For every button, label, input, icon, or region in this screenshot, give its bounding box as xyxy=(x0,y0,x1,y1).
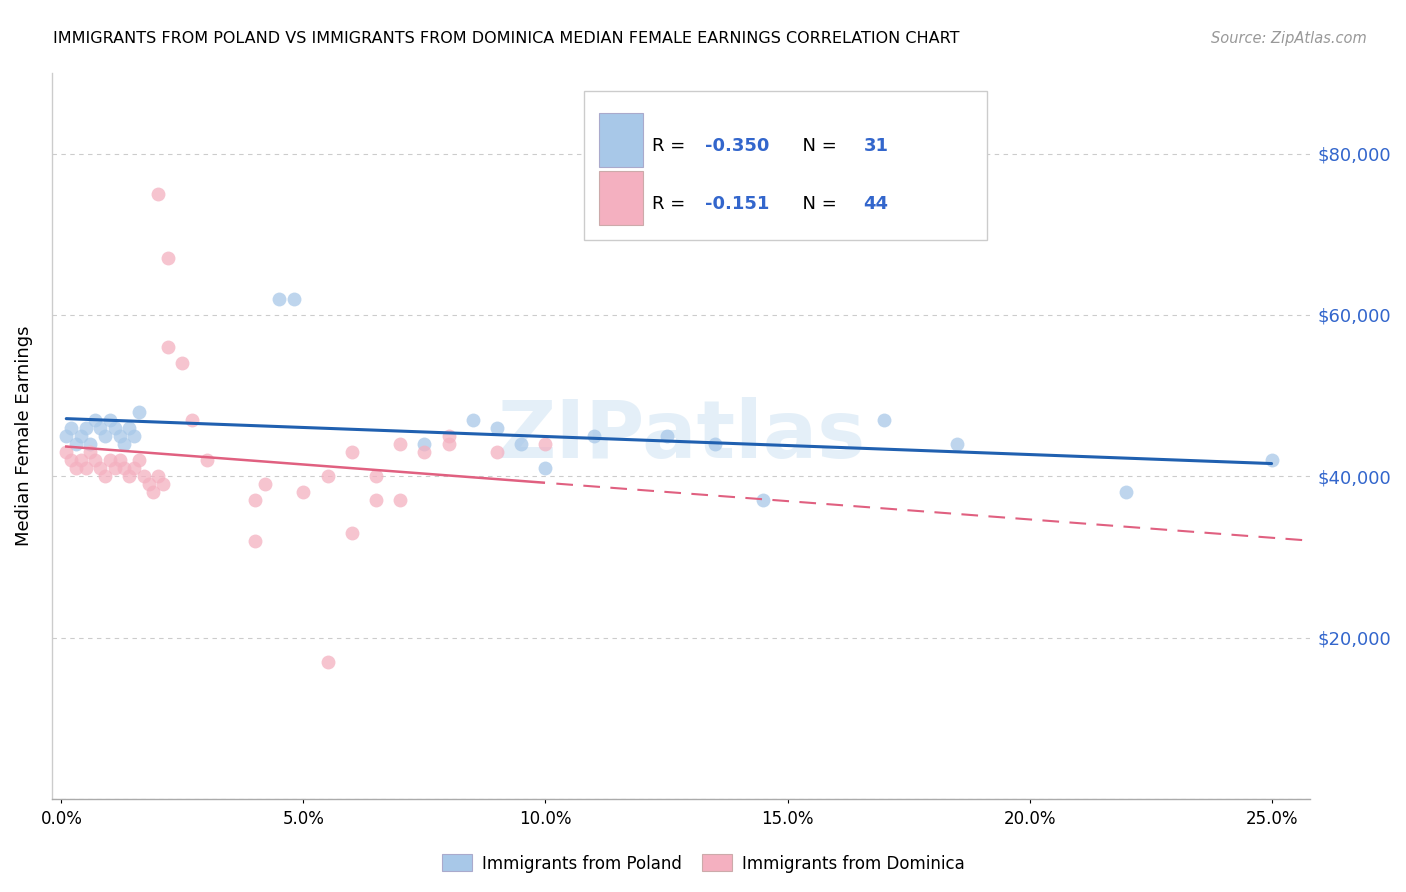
Point xyxy=(152,477,174,491)
Point xyxy=(148,469,170,483)
Point xyxy=(486,421,509,435)
Point xyxy=(122,461,145,475)
Text: 31: 31 xyxy=(863,136,889,154)
Point xyxy=(65,437,87,451)
Point xyxy=(437,429,460,443)
Point xyxy=(60,421,83,435)
Point xyxy=(243,533,266,548)
Text: IMMIGRANTS FROM POLAND VS IMMIGRANTS FROM DOMINICA MEDIAN FEMALE EARNINGS CORREL: IMMIGRANTS FROM POLAND VS IMMIGRANTS FRO… xyxy=(53,31,960,46)
Point xyxy=(534,461,557,475)
Point xyxy=(98,413,121,427)
Point xyxy=(156,252,179,266)
Point xyxy=(118,421,141,435)
Point xyxy=(316,469,339,483)
Point xyxy=(752,493,775,508)
Point xyxy=(253,477,276,491)
Point xyxy=(75,461,97,475)
Point xyxy=(142,485,165,500)
Point xyxy=(148,186,170,201)
Point xyxy=(104,461,127,475)
Point xyxy=(112,437,135,451)
Point xyxy=(340,525,363,540)
FancyBboxPatch shape xyxy=(599,113,644,168)
Point xyxy=(98,453,121,467)
Point xyxy=(181,413,204,427)
Point xyxy=(132,469,155,483)
Text: R =: R = xyxy=(652,136,692,154)
Point xyxy=(75,421,97,435)
Point xyxy=(104,421,127,435)
Text: Source: ZipAtlas.com: Source: ZipAtlas.com xyxy=(1211,31,1367,46)
Text: -0.350: -0.350 xyxy=(704,136,769,154)
Point xyxy=(364,493,387,508)
Text: N =: N = xyxy=(790,194,842,212)
Point xyxy=(243,493,266,508)
Point xyxy=(108,429,131,443)
Point xyxy=(79,437,101,451)
Text: R =: R = xyxy=(652,194,692,212)
Point xyxy=(112,461,135,475)
Point xyxy=(340,445,363,459)
Text: 44: 44 xyxy=(863,194,889,212)
Point xyxy=(94,469,117,483)
Point xyxy=(122,429,145,443)
Point xyxy=(1260,453,1282,467)
Point xyxy=(1115,485,1137,500)
Point xyxy=(60,453,83,467)
Point xyxy=(128,405,150,419)
Y-axis label: Median Female Earnings: Median Female Earnings xyxy=(15,326,32,546)
Point xyxy=(703,437,725,451)
Point xyxy=(389,493,412,508)
FancyBboxPatch shape xyxy=(583,91,987,240)
Point xyxy=(55,429,77,443)
Text: ZIPatlas: ZIPatlas xyxy=(496,397,865,475)
Point xyxy=(413,437,436,451)
Point xyxy=(292,485,315,500)
Point xyxy=(461,413,484,427)
FancyBboxPatch shape xyxy=(599,171,644,226)
Point xyxy=(94,429,117,443)
Point xyxy=(269,292,291,306)
Point xyxy=(84,453,107,467)
Point xyxy=(873,413,896,427)
Point xyxy=(195,453,218,467)
Point xyxy=(655,429,678,443)
Point xyxy=(89,461,111,475)
Point xyxy=(437,437,460,451)
Point xyxy=(316,655,339,669)
Point xyxy=(364,469,387,483)
Point xyxy=(128,453,150,467)
Point xyxy=(534,437,557,451)
Point xyxy=(108,453,131,467)
Point xyxy=(156,340,179,354)
Point xyxy=(84,413,107,427)
Point xyxy=(79,445,101,459)
Point xyxy=(946,437,969,451)
Point xyxy=(486,445,509,459)
Text: N =: N = xyxy=(790,136,842,154)
Point xyxy=(89,421,111,435)
Point xyxy=(118,469,141,483)
Point xyxy=(55,445,77,459)
Point xyxy=(138,477,160,491)
Point xyxy=(69,453,91,467)
Point xyxy=(413,445,436,459)
Point xyxy=(389,437,412,451)
Point xyxy=(283,292,305,306)
Point xyxy=(582,429,605,443)
Legend: Immigrants from Poland, Immigrants from Dominica: Immigrants from Poland, Immigrants from … xyxy=(434,847,972,880)
Point xyxy=(65,461,87,475)
Text: -0.151: -0.151 xyxy=(704,194,769,212)
Point xyxy=(510,437,533,451)
Point xyxy=(172,356,194,370)
Point xyxy=(69,429,91,443)
